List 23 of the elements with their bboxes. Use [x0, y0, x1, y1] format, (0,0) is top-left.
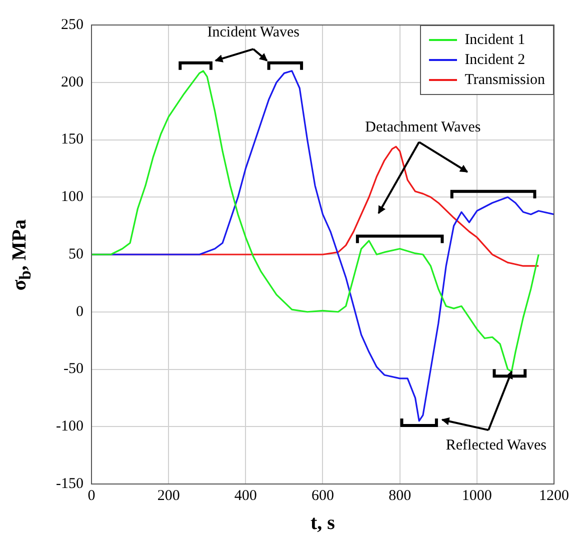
- legend-label: Incident 2: [464, 51, 526, 70]
- legend-label: Transmission: [464, 71, 545, 90]
- y-tick-label: 50: [68, 246, 84, 262]
- annotation: Reflected Waves: [446, 438, 546, 455]
- x-axis-title: t, s: [310, 512, 335, 535]
- x-tick-label: 800: [388, 488, 412, 504]
- x-tick-label: 0: [88, 488, 96, 504]
- annotation: Detachment Waves: [365, 120, 481, 137]
- y-tick-label: 250: [60, 16, 84, 33]
- annotation: Incident Waves: [207, 24, 300, 42]
- x-tick-label: 200: [157, 488, 180, 504]
- y-tick-label: 100: [60, 189, 84, 206]
- y-tick-label: -100: [56, 418, 84, 435]
- legend-label: Incident 1: [464, 31, 526, 50]
- x-tick-label: 400: [234, 488, 257, 504]
- x-tick-label: 1200: [539, 488, 569, 504]
- y-tick-label: 0: [76, 304, 84, 320]
- y-tick-label: -150: [56, 476, 84, 492]
- y-tick-label: -50: [63, 361, 84, 378]
- y-tick-label: 200: [60, 74, 84, 90]
- x-tick-label: 1000: [462, 488, 492, 504]
- y-tick-label: 150: [60, 132, 84, 148]
- x-tick-label: 600: [312, 488, 334, 504]
